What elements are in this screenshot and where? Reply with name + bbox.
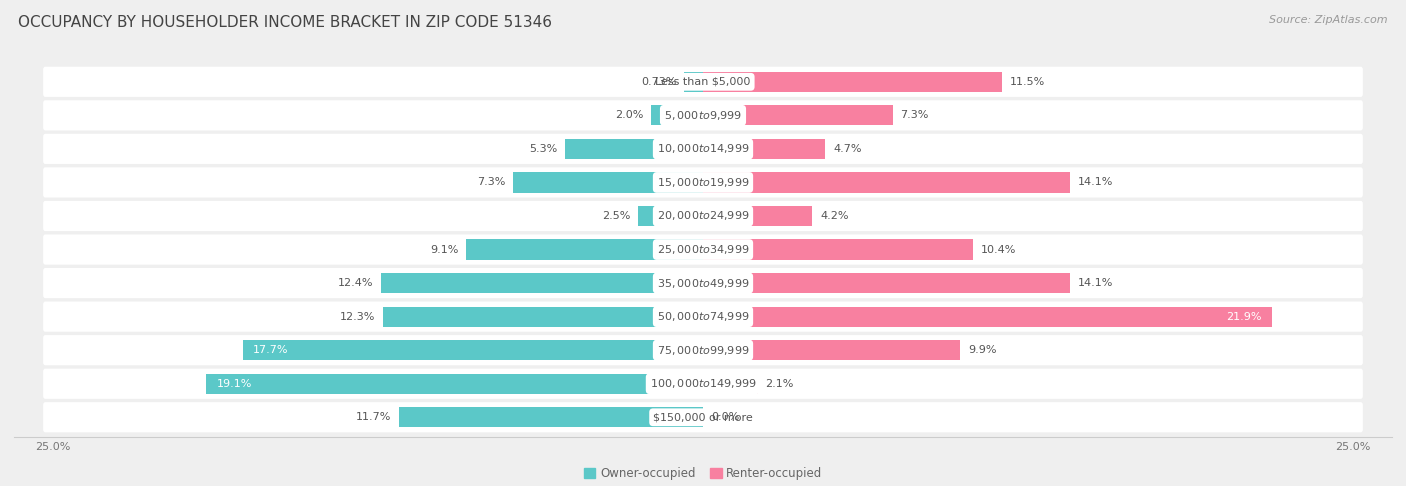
Bar — [703, 273, 1070, 293]
Text: 2.5%: 2.5% — [602, 211, 630, 221]
FancyBboxPatch shape — [44, 402, 1362, 433]
Text: 11.7%: 11.7% — [356, 412, 391, 422]
FancyBboxPatch shape — [44, 335, 1362, 365]
Text: 11.5%: 11.5% — [1010, 77, 1045, 87]
Text: 4.2%: 4.2% — [820, 211, 848, 221]
FancyBboxPatch shape — [44, 134, 1362, 164]
Text: 9.1%: 9.1% — [430, 244, 458, 255]
FancyBboxPatch shape — [44, 368, 1362, 399]
Text: 12.4%: 12.4% — [337, 278, 373, 288]
Bar — [384, 307, 703, 327]
Text: 2.0%: 2.0% — [614, 110, 643, 121]
Bar — [703, 340, 960, 360]
Bar — [703, 72, 1002, 92]
Bar — [651, 105, 703, 125]
Text: $150,000 or more: $150,000 or more — [654, 412, 752, 422]
Bar — [703, 139, 825, 159]
Bar — [703, 307, 1272, 327]
Bar — [565, 139, 703, 159]
Bar — [381, 273, 703, 293]
Text: 0.73%: 0.73% — [641, 77, 676, 87]
Bar — [399, 407, 703, 427]
Text: 5.3%: 5.3% — [529, 144, 557, 154]
FancyBboxPatch shape — [44, 201, 1362, 231]
Bar — [685, 72, 703, 92]
Text: $25,000 to $34,999: $25,000 to $34,999 — [657, 243, 749, 256]
Bar — [638, 206, 703, 226]
Bar — [243, 340, 703, 360]
FancyBboxPatch shape — [44, 234, 1362, 265]
Text: $75,000 to $99,999: $75,000 to $99,999 — [657, 344, 749, 357]
FancyBboxPatch shape — [44, 100, 1362, 130]
Text: $5,000 to $9,999: $5,000 to $9,999 — [664, 109, 742, 122]
Text: $100,000 to $149,999: $100,000 to $149,999 — [650, 377, 756, 390]
Text: Source: ZipAtlas.com: Source: ZipAtlas.com — [1270, 15, 1388, 25]
Bar — [703, 374, 758, 394]
Text: 14.1%: 14.1% — [1077, 278, 1112, 288]
Text: 7.3%: 7.3% — [901, 110, 929, 121]
FancyBboxPatch shape — [44, 67, 1362, 97]
Text: Less than $5,000: Less than $5,000 — [655, 77, 751, 87]
Text: $35,000 to $49,999: $35,000 to $49,999 — [657, 277, 749, 290]
Text: 7.3%: 7.3% — [477, 177, 505, 188]
Bar — [703, 206, 813, 226]
Bar — [703, 173, 1070, 192]
Text: 4.7%: 4.7% — [832, 144, 862, 154]
Text: $15,000 to $19,999: $15,000 to $19,999 — [657, 176, 749, 189]
Text: 2.1%: 2.1% — [765, 379, 794, 389]
Text: 0.0%: 0.0% — [711, 412, 740, 422]
Bar — [207, 374, 703, 394]
Text: 10.4%: 10.4% — [981, 244, 1017, 255]
FancyBboxPatch shape — [44, 167, 1362, 197]
Text: OCCUPANCY BY HOUSEHOLDER INCOME BRACKET IN ZIP CODE 51346: OCCUPANCY BY HOUSEHOLDER INCOME BRACKET … — [18, 15, 553, 30]
Text: 14.1%: 14.1% — [1077, 177, 1112, 188]
Text: 21.9%: 21.9% — [1226, 312, 1263, 322]
Text: 9.9%: 9.9% — [969, 345, 997, 355]
Bar — [703, 240, 973, 260]
Legend: Owner-occupied, Renter-occupied: Owner-occupied, Renter-occupied — [579, 462, 827, 485]
Bar — [467, 240, 703, 260]
Bar — [703, 105, 893, 125]
Text: 12.3%: 12.3% — [340, 312, 375, 322]
Text: $10,000 to $14,999: $10,000 to $14,999 — [657, 142, 749, 156]
Text: $50,000 to $74,999: $50,000 to $74,999 — [657, 310, 749, 323]
Text: 17.7%: 17.7% — [253, 345, 288, 355]
FancyBboxPatch shape — [44, 301, 1362, 332]
FancyBboxPatch shape — [44, 268, 1362, 298]
Bar — [513, 173, 703, 192]
Text: 19.1%: 19.1% — [217, 379, 252, 389]
Text: $20,000 to $24,999: $20,000 to $24,999 — [657, 209, 749, 223]
